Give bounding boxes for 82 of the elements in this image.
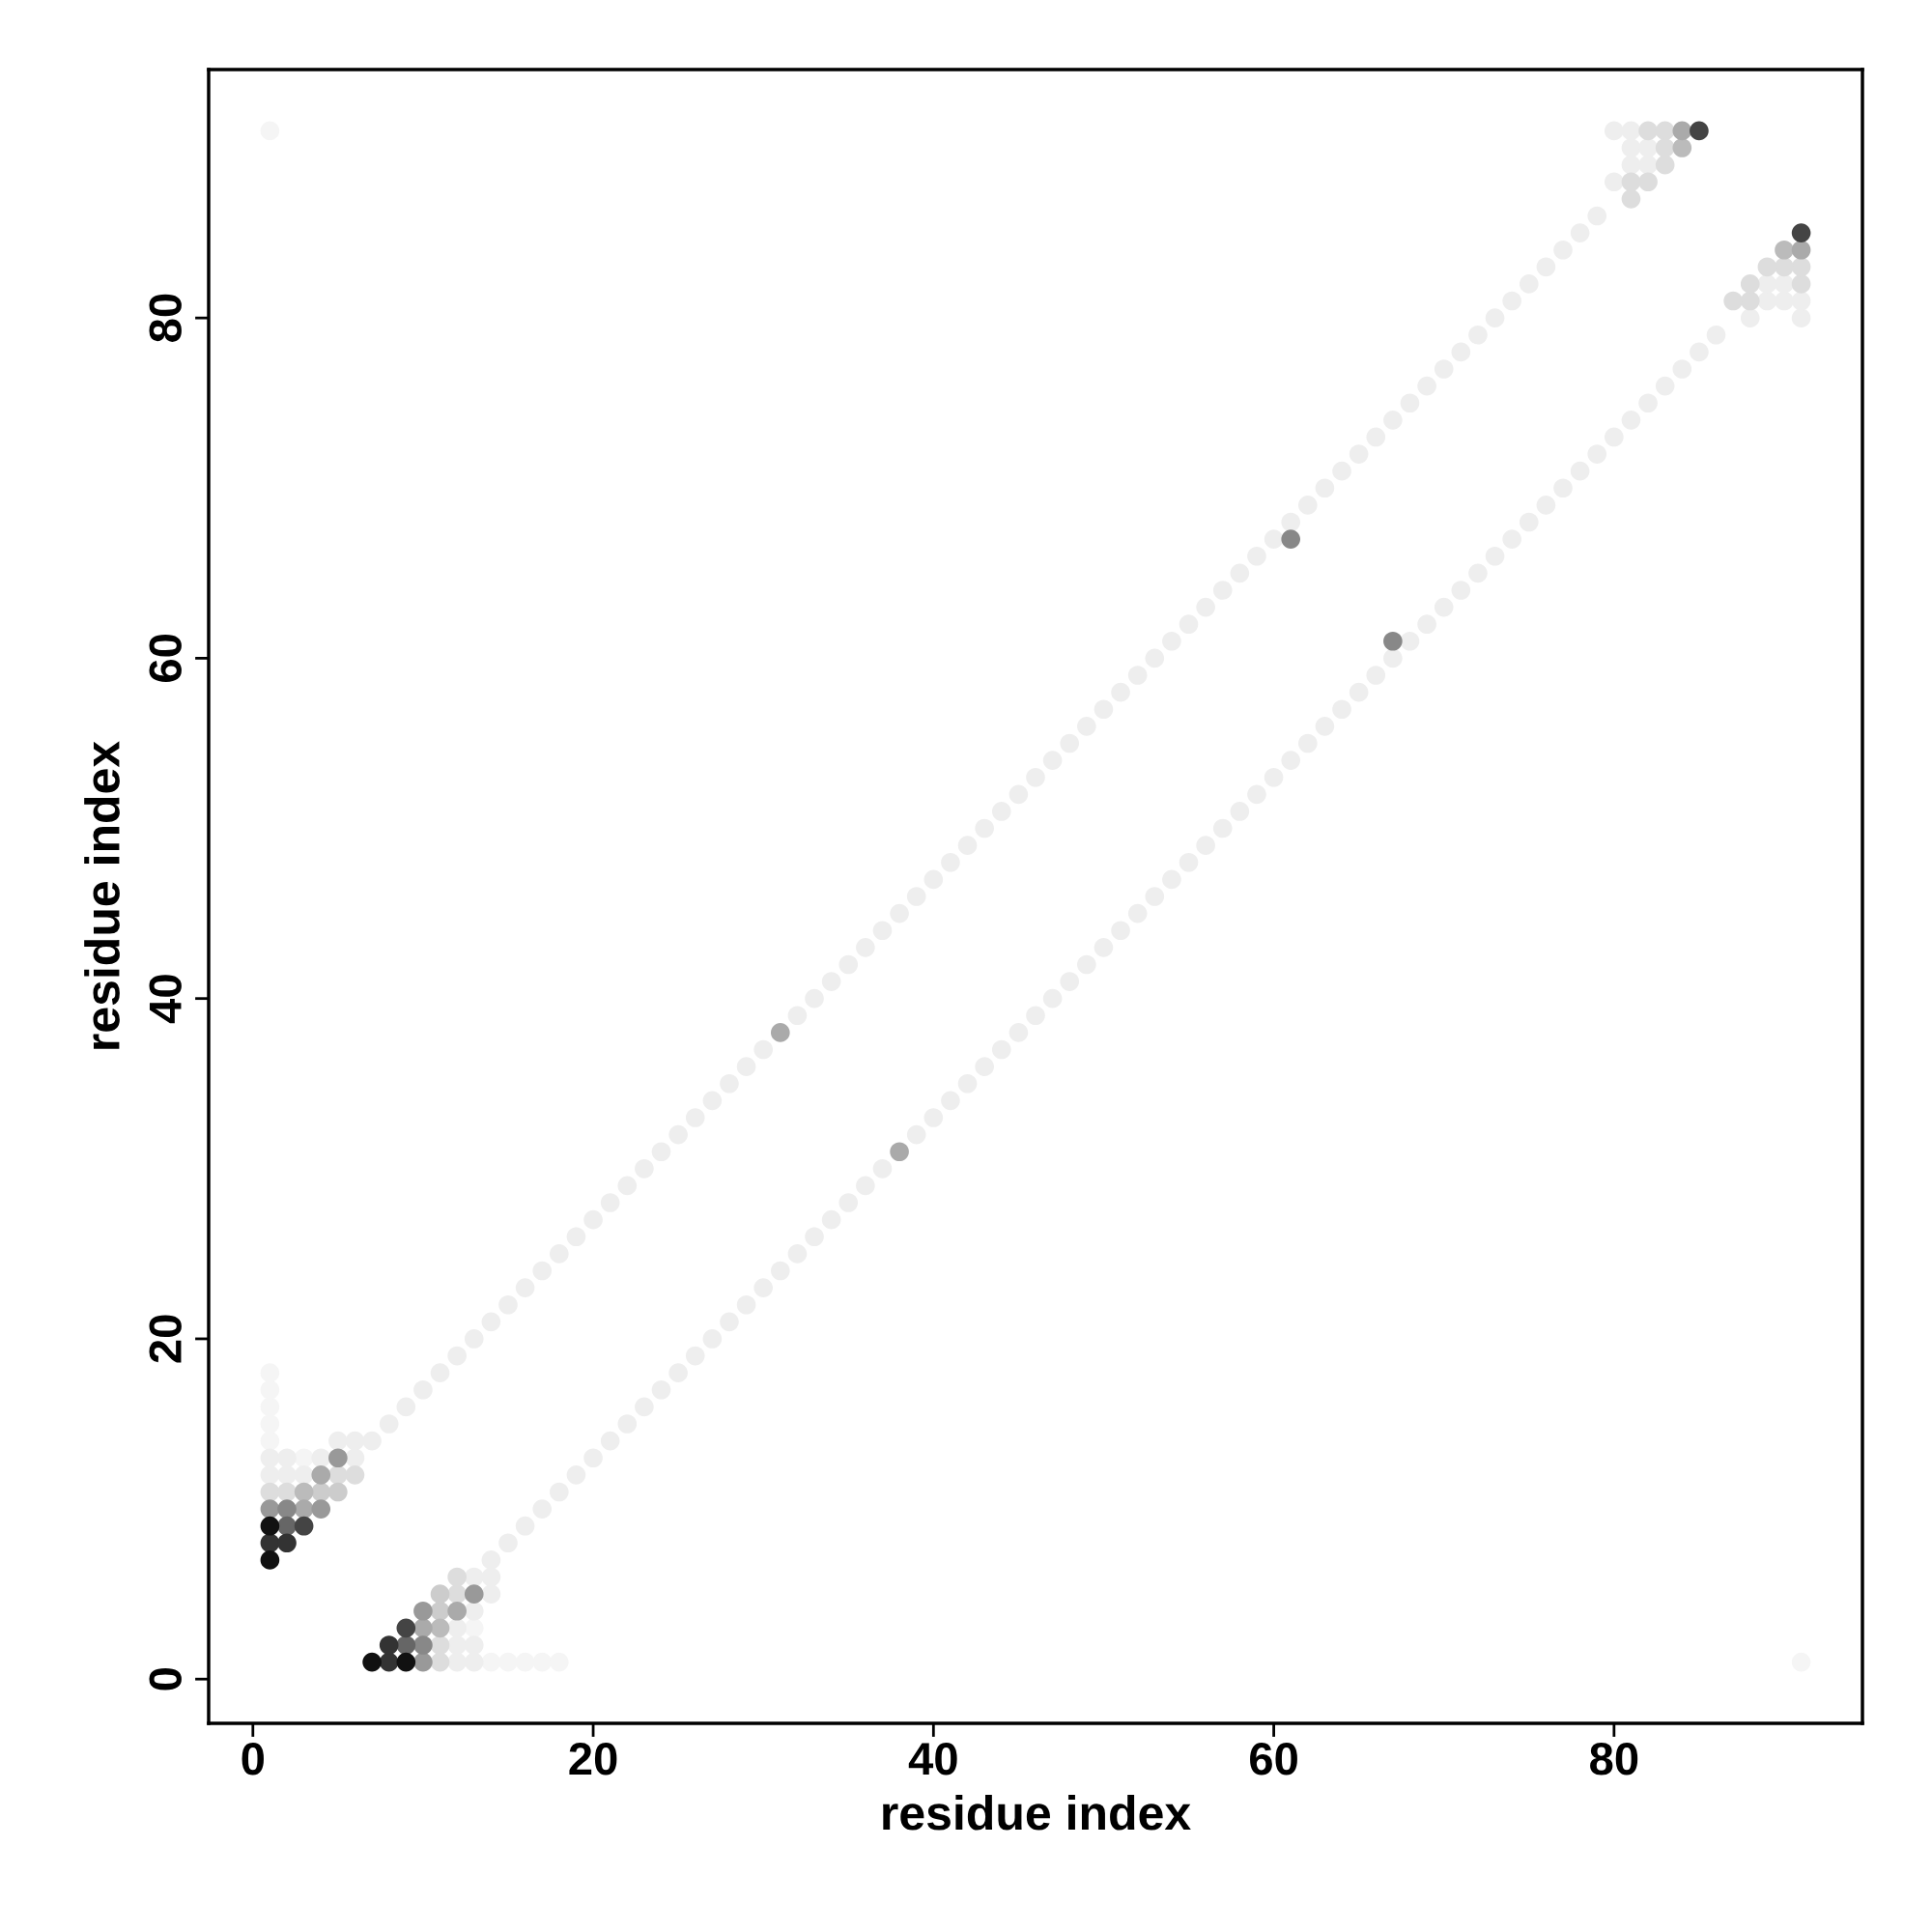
point (1281, 529, 1301, 549)
point (260, 1516, 280, 1536)
point (1655, 155, 1675, 175)
point (1621, 155, 1641, 175)
y-axis-title: residue index (84, 741, 120, 1049)
point (430, 1652, 450, 1672)
point (328, 1482, 348, 1502)
x-axis-title: residue index (883, 1794, 1191, 1831)
point (1655, 121, 1675, 141)
point (396, 1652, 416, 1672)
point (481, 1584, 501, 1604)
point (379, 1635, 399, 1655)
point (1757, 257, 1777, 277)
point (1775, 291, 1794, 311)
point (1791, 223, 1811, 242)
point (294, 1465, 314, 1485)
point (1672, 138, 1692, 157)
point (413, 1652, 433, 1672)
point (413, 1635, 433, 1655)
point (464, 1584, 484, 1604)
point (1638, 121, 1658, 141)
point (1672, 121, 1692, 141)
x-tick-label: 0 (242, 1743, 264, 1776)
point (447, 1618, 467, 1638)
x-tick-label: 40 (908, 1743, 957, 1776)
point (294, 1482, 314, 1502)
point (311, 1448, 331, 1468)
point (277, 1499, 297, 1519)
point (1621, 189, 1641, 209)
y-tick-label: 20 (149, 1315, 182, 1363)
point (328, 1448, 348, 1468)
point (277, 1533, 297, 1553)
y-tick-label: 80 (149, 294, 182, 342)
point (1740, 308, 1760, 327)
point (1383, 631, 1403, 651)
point (277, 1482, 297, 1502)
point (1740, 291, 1760, 311)
point (1723, 291, 1743, 311)
point (413, 1601, 433, 1621)
point (1621, 138, 1641, 157)
point (430, 1584, 450, 1604)
point (1757, 291, 1777, 311)
point (1791, 274, 1811, 294)
x-tick-label: 20 (569, 1743, 617, 1776)
point (294, 1516, 314, 1536)
point (1775, 257, 1794, 277)
point (328, 1431, 348, 1451)
point (464, 1601, 484, 1621)
point (362, 1652, 382, 1672)
point (447, 1567, 467, 1587)
y-tick-label: 40 (149, 975, 182, 1024)
point (1621, 121, 1641, 141)
point (430, 1618, 450, 1638)
x-tick-label: 60 (1250, 1743, 1297, 1776)
point (260, 1499, 280, 1519)
y-tick-label: 60 (149, 635, 182, 682)
point (311, 1465, 331, 1485)
point (1690, 121, 1709, 141)
point (447, 1601, 467, 1621)
point (1740, 274, 1760, 294)
point (481, 1567, 501, 1587)
point (1621, 172, 1641, 192)
y-tick-label: 0 (149, 1668, 182, 1690)
point (1775, 240, 1794, 260)
point (1638, 172, 1658, 192)
point (430, 1635, 450, 1655)
point (396, 1618, 416, 1638)
point (1655, 138, 1675, 157)
point (770, 1023, 790, 1042)
x-tick-label: 80 (1590, 1743, 1638, 1776)
point (1638, 155, 1658, 175)
point (1791, 240, 1811, 260)
point (345, 1431, 365, 1451)
point (345, 1465, 365, 1485)
point (890, 1142, 909, 1162)
point (260, 1550, 280, 1570)
point (1757, 274, 1777, 294)
point (260, 1482, 280, 1502)
point (1605, 172, 1624, 192)
point (311, 1499, 331, 1519)
point (1791, 291, 1811, 311)
point (1791, 257, 1811, 277)
